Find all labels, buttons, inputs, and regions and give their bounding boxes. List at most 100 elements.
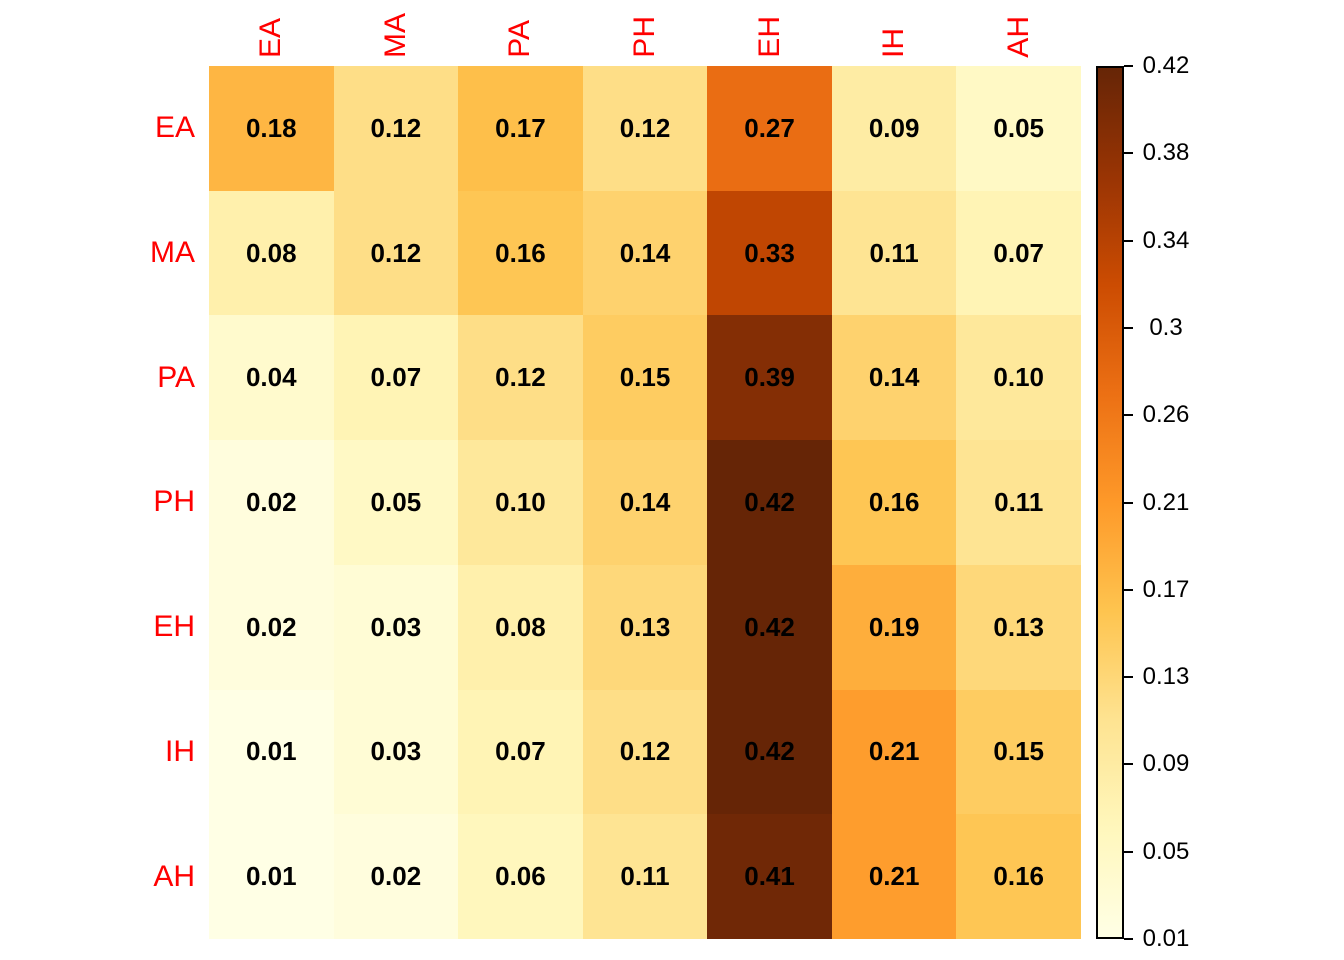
heatmap-cell: 0.07: [956, 190, 1081, 316]
cell-value: 0.12: [619, 112, 671, 143]
row-label: PH: [153, 485, 195, 519]
heatmap-cell: 0.12: [458, 315, 583, 441]
heatmap-cell: 0.07: [458, 689, 583, 815]
cell-value: 0.12: [619, 736, 671, 767]
heatmap-cell: 0.02: [333, 814, 459, 939]
col-label: IH: [877, 28, 911, 58]
cell-value: 0.42: [744, 611, 795, 642]
cell-value: 0.01: [245, 736, 297, 767]
cell-value: 0.42: [744, 486, 795, 517]
col-label: AH: [1001, 16, 1035, 58]
heatmap-cell: 0.16: [458, 190, 583, 316]
heatmap-cell: 0.05: [333, 440, 459, 565]
col-label: PA: [503, 20, 537, 58]
cell-value: 0.18: [245, 112, 297, 143]
cell-value: 0.11: [869, 237, 919, 268]
heatmap-cell: 0.04: [209, 315, 334, 441]
heatmap-cell: 0.09: [831, 66, 957, 191]
cell-value: 0.04: [245, 362, 297, 393]
cell-value: 0.02: [245, 611, 297, 642]
heatmap-cell: 0.42: [707, 440, 832, 565]
colorbar-tick: [1124, 763, 1133, 766]
heatmap-cell: 0.11: [582, 814, 708, 939]
heatmap-cell: 0.11: [831, 190, 957, 316]
cell-value: 0.33: [744, 237, 795, 268]
colorbar-tick: [1124, 588, 1133, 591]
cell-value: 0.02: [245, 486, 297, 517]
colorbar-tick: [1124, 326, 1133, 329]
cell-value: 0.17: [495, 112, 546, 143]
row-labels: EA MA PA PH EH IH AH: [0, 66, 195, 939]
cell-value: 0.27: [744, 112, 795, 143]
cell-value: 0.11: [620, 861, 670, 892]
heatmap-cell: 0.08: [458, 564, 583, 690]
cell-value: 0.21: [868, 861, 920, 892]
heatmap-cell: 0.41: [707, 814, 832, 939]
cell-value: 0.14: [868, 362, 920, 393]
cell-value: 0.10: [993, 362, 1044, 393]
colorbar-tick-label: 0.38: [1142, 139, 1190, 167]
cell-value: 0.19: [868, 611, 920, 642]
heatmap-cell: 0.17: [458, 66, 583, 191]
cell-value: 0.01: [245, 861, 297, 892]
colorbar-tick-label: 0.17: [1142, 575, 1190, 603]
heatmap-cell: 0.39: [707, 315, 832, 441]
colorbar-tick: [1124, 938, 1133, 940]
heatmap-cell: 0.12: [333, 66, 459, 191]
column-labels: EA MA PA PH EH IH AH: [209, 0, 1081, 58]
colorbar-tick: [1124, 152, 1133, 155]
cell-value: 0.07: [495, 736, 546, 767]
cell-value: 0.05: [993, 112, 1044, 143]
colorbar-tick: [1124, 676, 1133, 679]
cell-value: 0.16: [495, 237, 546, 268]
cell-value: 0.12: [495, 362, 546, 393]
cell-value: 0.41: [744, 861, 795, 892]
heatmap-cell: 0.13: [956, 564, 1081, 690]
heatmap-cell: 0.07: [333, 315, 459, 441]
col-label: EH: [752, 16, 786, 58]
heatmap-cell: 0.33: [707, 190, 832, 316]
row-label: PA: [157, 360, 195, 394]
heatmap-cell: 0.06: [458, 814, 583, 939]
heatmap-cell: 0.16: [831, 440, 957, 565]
colorbar-tick-label: 0.13: [1142, 663, 1190, 691]
cell-value: 0.13: [619, 611, 671, 642]
heatmap-cell: 0.10: [956, 315, 1081, 441]
heatmap-cell: 0.18: [209, 66, 334, 191]
colorbar-tick: [1124, 414, 1133, 417]
heatmap-cell: 0.13: [582, 564, 708, 690]
cell-value: 0.15: [993, 736, 1044, 767]
cell-value: 0.42: [744, 736, 795, 767]
row-label: IH: [165, 734, 195, 768]
colorbar-tick-label: 0.09: [1142, 750, 1190, 778]
colorbar-tick-label: 0.3: [1149, 313, 1183, 341]
colorbar-tick-label: 0.21: [1142, 488, 1190, 516]
cell-value: 0.21: [868, 736, 920, 767]
cell-value: 0.03: [370, 611, 422, 642]
heatmap-cell: 0.14: [582, 440, 708, 565]
cell-value: 0.16: [868, 486, 920, 517]
cell-value: 0.16: [993, 861, 1044, 892]
cell-value: 0.07: [370, 362, 422, 393]
heatmap-cell: 0.12: [333, 190, 459, 316]
heatmap-cell: 0.16: [956, 814, 1081, 939]
row-label: EH: [153, 610, 195, 644]
cell-value: 0.08: [245, 237, 297, 268]
heatmap-cell: 0.12: [582, 66, 708, 191]
heatmap-cell: 0.02: [209, 440, 334, 565]
heatmap-cell: 0.01: [209, 814, 334, 939]
heatmap-cell: 0.01: [209, 689, 334, 815]
heatmap-cell: 0.10: [458, 440, 583, 565]
cell-value: 0.07: [993, 237, 1044, 268]
heatmap-cell: 0.15: [956, 689, 1081, 815]
colorbar-tick-label: 0.42: [1142, 52, 1190, 79]
heatmap-cell: 0.14: [582, 190, 708, 316]
colorbar-tick-label: 0.26: [1142, 401, 1190, 429]
cell-value: 0.15: [619, 362, 671, 393]
colorbar-tick: [1124, 850, 1133, 853]
heatmap-cell: 0.15: [582, 315, 708, 441]
heatmap-cell: 0.42: [707, 689, 832, 815]
heatmap-cell: 0.42: [707, 564, 832, 690]
col-label: EA: [254, 17, 288, 58]
